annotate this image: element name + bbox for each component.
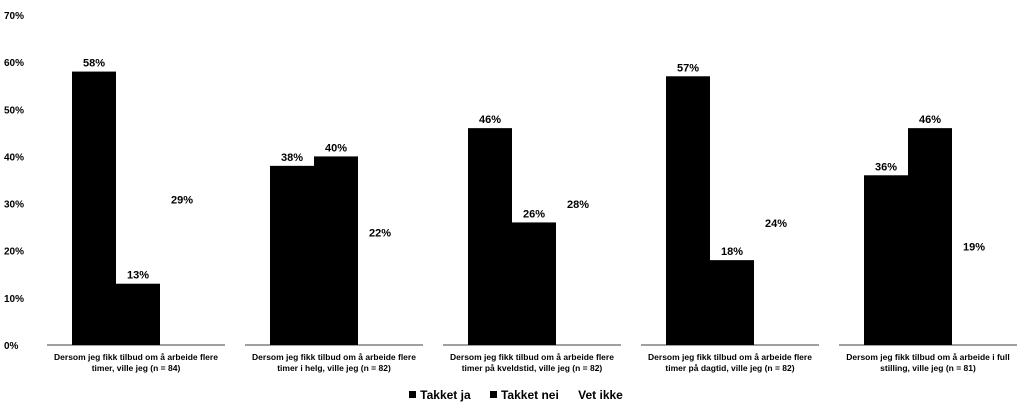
category-label: timer på kveldstid, ville jeg (n = 82) [462, 363, 603, 373]
data-label: 36% [875, 161, 897, 173]
data-label: 13% [127, 270, 149, 282]
y-tick-label: 70% [4, 11, 24, 22]
legend-item-vet-ikke: Vet ikke [578, 388, 623, 402]
bar-takket-ja [72, 71, 116, 346]
bar-takket-ja [270, 165, 314, 345]
data-label: 18% [721, 246, 743, 258]
bar-vet-ikke [556, 213, 600, 345]
legend: Takket ja Takket nei Vet ikke [0, 388, 1032, 402]
category-label: timer på dagtid, ville jeg (n = 82) [665, 363, 794, 373]
bar-takket-nei [116, 283, 160, 345]
category-label: Dersom jeg fikk tilbud om å arbeide fler… [450, 352, 614, 362]
data-label: 22% [369, 227, 391, 239]
category-label: stilling, ville jeg (n = 81) [880, 363, 976, 373]
bar-takket-ja [468, 128, 512, 345]
data-label: 46% [919, 114, 941, 126]
bar-takket-ja [864, 175, 908, 345]
legend-swatch-square-icon [489, 391, 497, 398]
category-label: Dersom jeg fikk tilbud om å arbeide fler… [648, 352, 812, 362]
y-tick-label: 30% [4, 200, 24, 211]
data-label: 40% [325, 142, 347, 154]
data-label: 26% [523, 208, 545, 220]
category-label: Dersom jeg fikk tilbud om å arbeide fler… [252, 352, 416, 362]
category-label: timer, ville jeg (n = 84) [92, 363, 181, 373]
bar-takket-nei [512, 222, 556, 345]
category-label: Dersom jeg fikk tilbud om å arbeide i fu… [846, 352, 1009, 362]
legend-label: Vet ikke [578, 388, 623, 402]
legend-label: Takket ja [420, 388, 471, 402]
bar-takket-nei [908, 128, 952, 345]
bar-takket-nei [314, 156, 358, 345]
y-tick-label: 60% [4, 58, 24, 69]
data-label: 38% [281, 152, 303, 164]
category-labels-group: Dersom jeg fikk tilbud om å arbeide fler… [54, 352, 1010, 373]
y-tick-label: 50% [4, 105, 24, 116]
y-tick-label: 10% [4, 294, 24, 305]
y-tick-label: 40% [4, 152, 24, 163]
data-label: 29% [171, 194, 193, 206]
data-labels-group: 58% 13% 29% 38% 40% 22% 46% 26% 28% 57% 18% 24% 36% 4… [83, 58, 985, 282]
data-label: 58% [83, 58, 105, 70]
data-label: 28% [567, 199, 589, 211]
bars-group [72, 71, 996, 346]
bar-takket-nei [710, 260, 754, 345]
data-label: 24% [765, 218, 787, 230]
bar-vet-ikke [160, 208, 204, 345]
bar-vet-ikke [358, 241, 402, 345]
data-label: 19% [963, 241, 985, 253]
y-axis: 0% 10% 20% 30% 40% 50% 60% 70% [4, 11, 24, 352]
legend-swatch-square-icon [409, 391, 417, 398]
data-label: 57% [677, 62, 699, 74]
bar-takket-ja [666, 76, 710, 346]
category-label: timer i helg, ville jeg (n = 82) [277, 363, 391, 373]
legend-item-takket-nei: Takket nei [489, 388, 559, 402]
legend-item-takket-ja: Takket ja [409, 388, 471, 402]
y-tick-label: 20% [4, 247, 24, 258]
data-label: 46% [479, 114, 501, 126]
category-label: Dersom jeg fikk tilbud om å arbeide fler… [54, 352, 218, 362]
legend-label: Takket nei [500, 388, 559, 402]
bar-vet-ikke [952, 255, 996, 345]
y-tick-label: 0% [4, 341, 19, 352]
bar-vet-ikke [754, 231, 798, 345]
